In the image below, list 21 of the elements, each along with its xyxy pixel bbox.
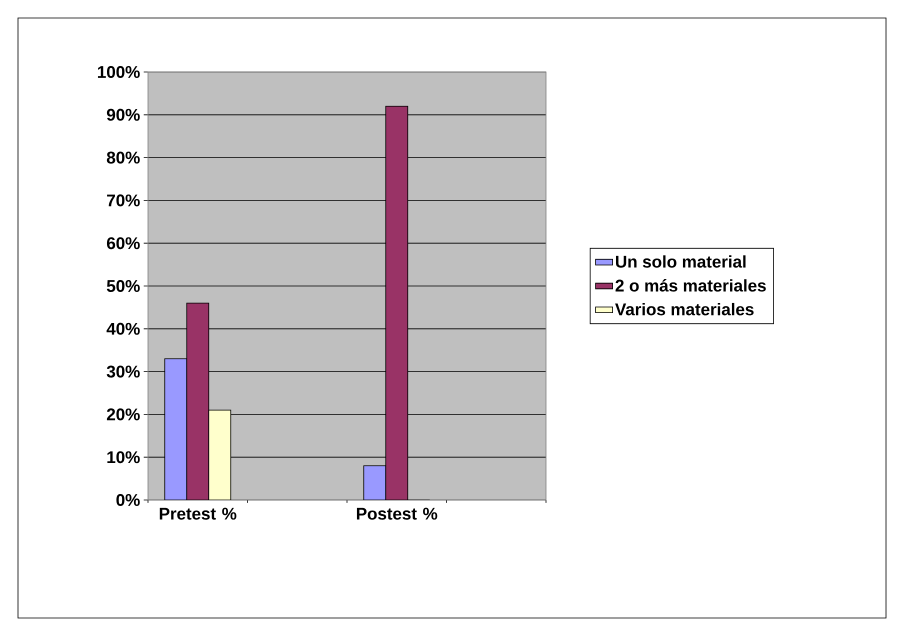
legend-label: 2 o más materiales [616,279,766,292]
bar [363,465,386,500]
y-tick-label: 10% [107,451,140,464]
y-tick-label: 0% [116,494,140,506]
y-tick-label: 90% [106,108,140,121]
bar [208,410,232,500]
y-tick-label: 100% [98,66,140,78]
bar [164,358,188,500]
y-tick-label: 20% [106,408,140,420]
legend-label: Varios materiales [615,302,754,316]
bar [186,302,210,500]
x-tick-label: Pretest % [160,508,236,520]
y-tick-label: 60% [106,237,140,250]
y-tick-label: 70% [107,194,140,206]
y-tick-label: 30% [106,366,140,378]
legend-label: Un solo material [616,255,746,268]
bar [385,106,408,500]
y-tick-label: 40% [106,322,140,335]
y-tick-label: 50% [106,280,140,292]
x-tick-label: Postest % [356,508,438,520]
y-tick-label: 80% [106,152,140,164]
